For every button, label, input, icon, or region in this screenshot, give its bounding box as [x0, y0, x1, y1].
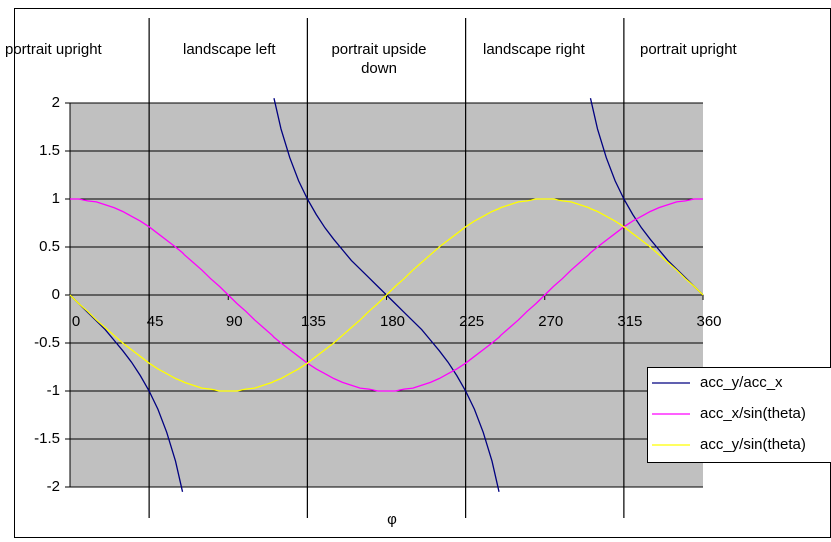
region-label: portrait upside down	[331, 41, 427, 77]
y-tick-label: 1	[52, 190, 60, 207]
x-tick-label: 135	[301, 313, 326, 330]
y-tick-label: -1	[47, 382, 60, 399]
y-tick-label: 0.5	[39, 238, 60, 255]
x-tick-label: 90	[226, 313, 243, 330]
region-label: landscape right	[483, 41, 585, 58]
x-tick-label: 315	[617, 313, 642, 330]
x-tick-label: 225	[459, 313, 484, 330]
x-tick-label: 0	[72, 313, 80, 330]
y-tick-label: -0.5	[34, 334, 60, 351]
y-tick-label: 2	[52, 94, 60, 111]
region-label: portrait upright	[640, 41, 737, 58]
series-line	[69, 198, 704, 392]
legend: acc_y/acc_x acc_x/sin(theta) acc_y/sin(the…	[647, 367, 831, 463]
region-label: portrait upright	[5, 41, 102, 58]
y-tick-label: -1.5	[34, 430, 60, 447]
x-tick-label: 270	[538, 313, 563, 330]
x-axis-label: φ	[387, 511, 397, 528]
y-tick-label: 0	[52, 286, 60, 303]
x-tick-label: 180	[380, 313, 405, 330]
y-tick-label: 1.5	[39, 142, 60, 159]
x-tick-label: 360	[696, 313, 721, 330]
x-tick-label: 45	[147, 313, 164, 330]
series-line	[70, 198, 703, 392]
region-label: landscape left	[183, 41, 276, 58]
y-tick-label: -2	[47, 478, 60, 495]
legend-label: acc_y/sin(theta)	[700, 436, 806, 453]
legend-label: acc_y/acc_x	[700, 374, 783, 391]
legend-label: acc_x/sin(theta)	[700, 405, 806, 422]
